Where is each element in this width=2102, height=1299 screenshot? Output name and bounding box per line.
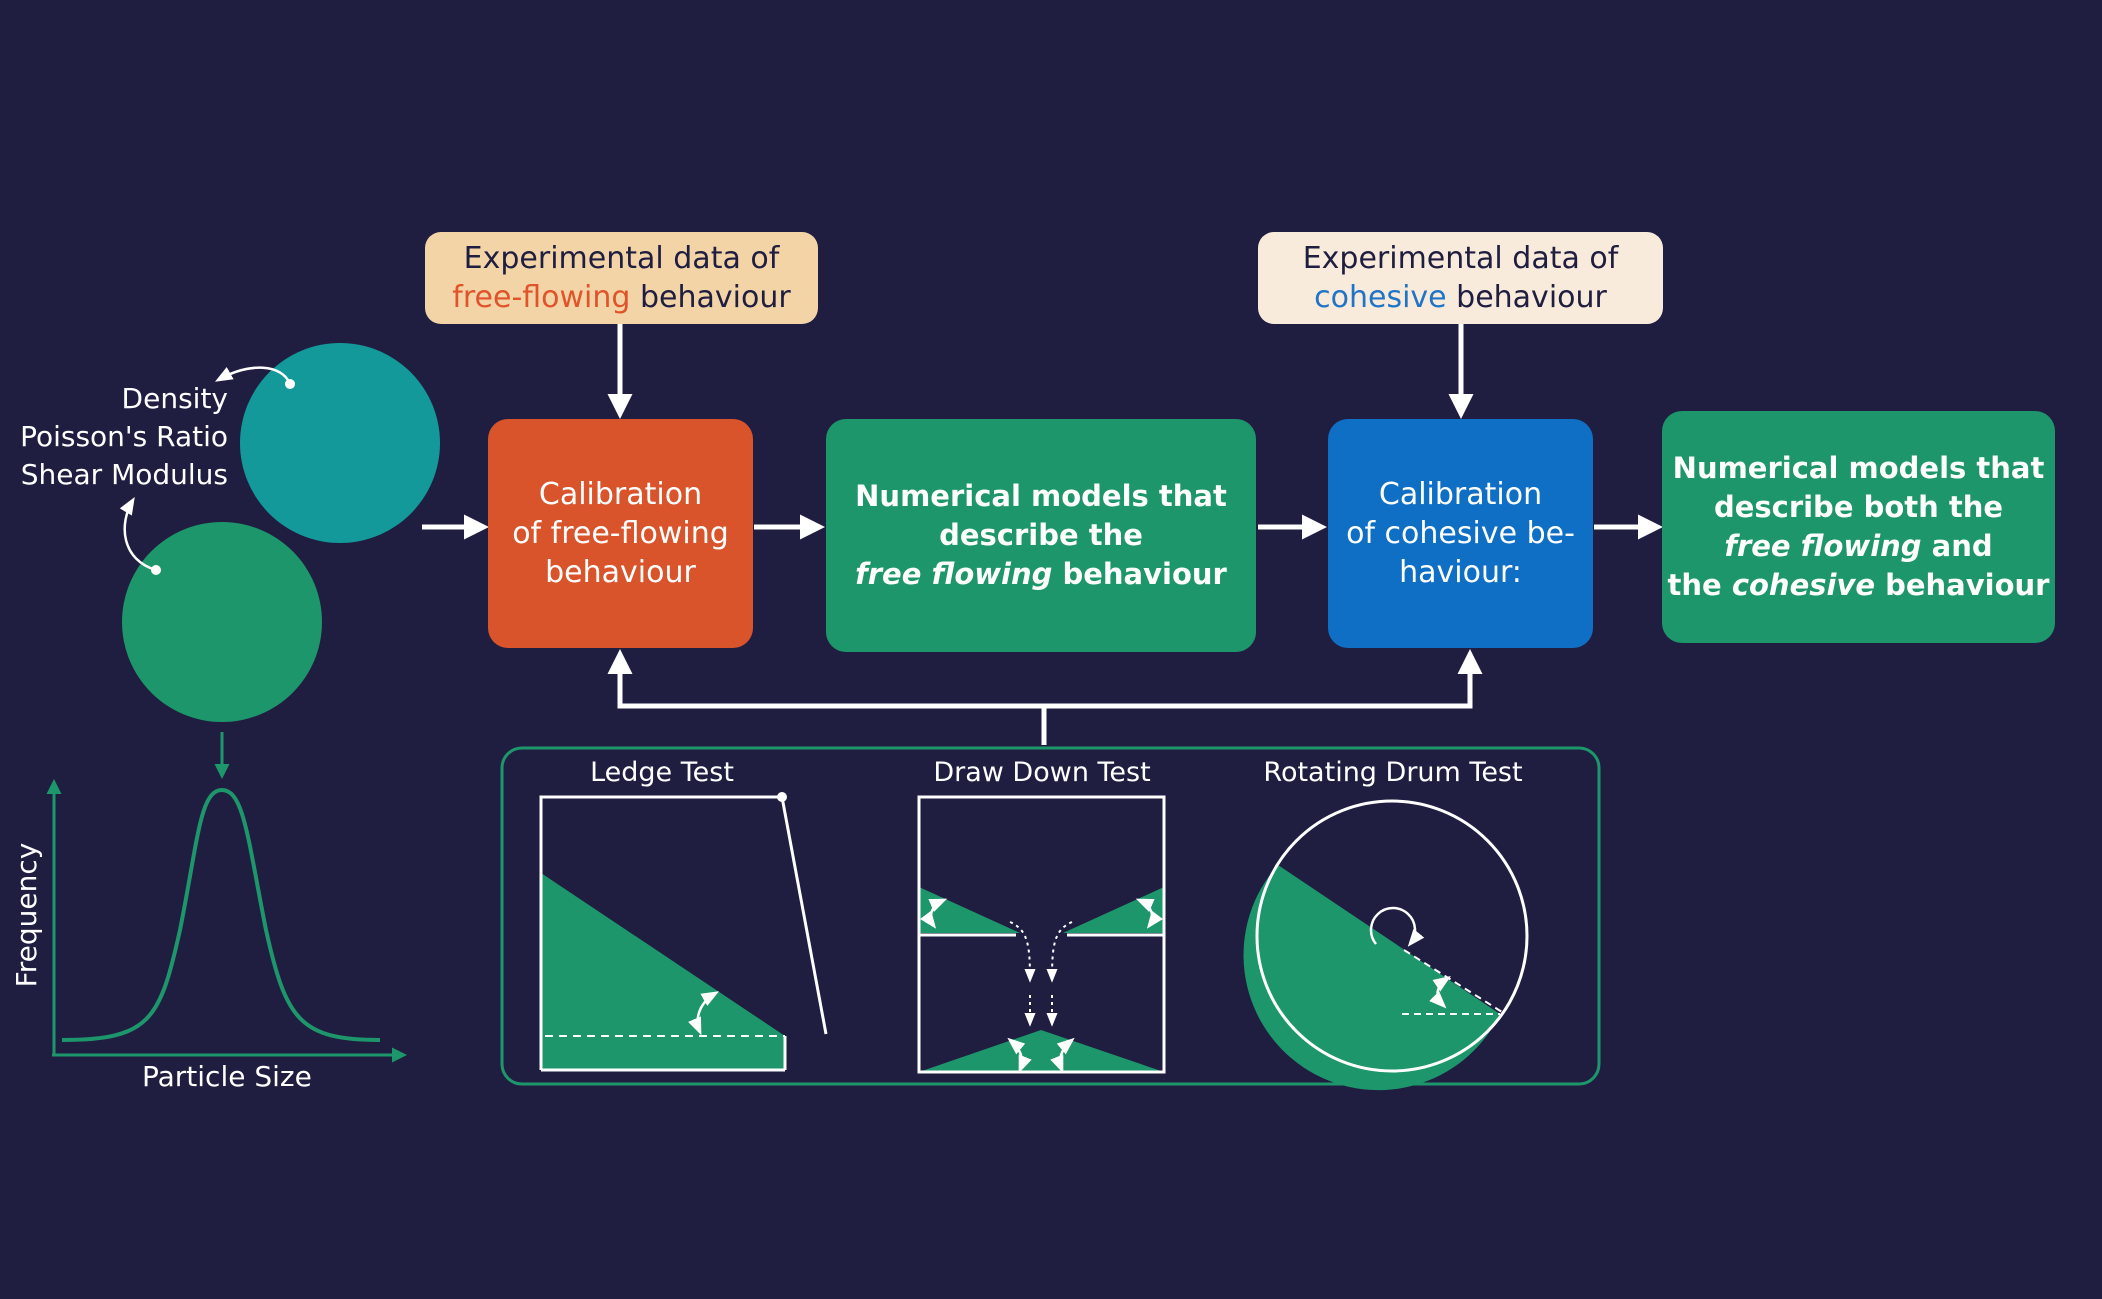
draw-down-test-illustration xyxy=(917,795,1166,1074)
model-both-italic-cohesive: cohesive xyxy=(1731,568,1876,602)
experimental-free-line2: free-flowing behaviour xyxy=(452,278,790,317)
arrow-tests-to-calibration-cohesive xyxy=(1044,649,1483,709)
distribution-curve xyxy=(61,787,381,1042)
model-free-italic: free flowing xyxy=(855,557,1053,591)
draw-down-test-label: Draw Down Test xyxy=(933,757,1151,788)
plot-y-label: Frequency xyxy=(10,842,43,988)
calibration-cohesive-box: Calibration of cohesive be- haviour: xyxy=(1328,419,1593,648)
particle-circle-green xyxy=(122,522,322,722)
model-both-and: and xyxy=(1921,529,1993,563)
experimental-cohesive-rest: behaviour xyxy=(1446,280,1607,315)
model-both-line2: describe both the xyxy=(1713,490,2004,524)
experimental-free-rest: behaviour xyxy=(630,280,791,315)
model-both-italic-free: free flowing xyxy=(1724,529,1922,563)
calibration-cohesive-line2: of cohesive be- xyxy=(1346,516,1575,551)
model-free-flowing-box: Numerical models that describe the free … xyxy=(826,419,1256,652)
free-flowing-highlight: free-flowing xyxy=(452,280,631,315)
experimental-data-free-box: Experimental data of free-flowing behavi… xyxy=(425,232,818,324)
model-free-rest: behaviour xyxy=(1052,557,1227,591)
calibration-free-line3: behaviour xyxy=(545,555,696,590)
particle-circle-teal xyxy=(240,343,440,543)
model-free-line2: describe the xyxy=(939,518,1143,552)
plot-x-label: Particle Size xyxy=(142,1060,312,1093)
calibration-free-line1: Calibration xyxy=(538,477,703,512)
property-density: Density xyxy=(121,382,228,415)
model-both-line3: free flowing and xyxy=(1724,527,1992,566)
particle-properties-label: Density Poisson's Ratio Shear Modulus xyxy=(12,380,228,494)
experimental-cohesive-line2: cohesive behaviour xyxy=(1314,278,1607,317)
model-free-line1: Numerical models that xyxy=(855,479,1227,513)
model-free-line3: free flowing behaviour xyxy=(855,555,1227,594)
rotating-drum-illustration xyxy=(1243,799,1529,1091)
pointer-arrow-shear xyxy=(119,496,157,572)
calibration-cohesive-line3: haviour: xyxy=(1399,555,1522,590)
experimental-data-cohesive-box: Experimental data of cohesive behaviour xyxy=(1258,232,1663,324)
model-both-the: the xyxy=(1667,568,1732,602)
calibration-free-flowing-box: Calibration of free-flowing behaviour xyxy=(488,419,753,648)
ledge-test-label: Ledge Test xyxy=(590,757,734,788)
rotating-drum-test-label: Rotating Drum Test xyxy=(1263,757,1523,788)
calibration-cohesive-line1: Calibration xyxy=(1378,477,1543,512)
experimental-free-line1: Experimental data of xyxy=(463,241,780,276)
cohesive-highlight: cohesive xyxy=(1314,280,1447,315)
model-both-rest: behaviour xyxy=(1875,568,2050,602)
pointer-arrow-density xyxy=(214,366,292,385)
pointer-dot-density xyxy=(285,379,295,389)
experimental-cohesive-line1: Experimental data of xyxy=(1302,241,1619,276)
model-both-line4: the cohesive behaviour xyxy=(1668,566,2050,605)
ledge-test-illustration xyxy=(539,792,828,1072)
calibration-free-line2: of free-flowing xyxy=(512,516,729,551)
tests-panel xyxy=(500,746,1601,1086)
arrow-tests-to-calibration-free xyxy=(607,649,1047,745)
model-both-line1: Numerical models that xyxy=(1672,451,2045,485)
model-both-behaviours-box: Numerical models that describe both the … xyxy=(1662,411,2055,643)
property-shear-modulus: Shear Modulus xyxy=(20,458,228,491)
property-poissons-ratio: Poisson's Ratio xyxy=(20,420,228,453)
pointer-dot-shear xyxy=(151,565,161,575)
